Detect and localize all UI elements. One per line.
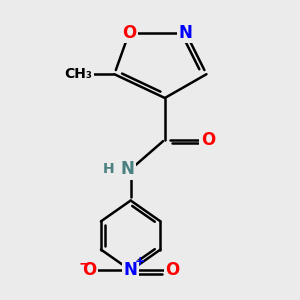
Text: −: −: [79, 256, 90, 270]
Text: N: N: [124, 261, 138, 279]
Text: CH₃: CH₃: [65, 67, 93, 81]
Text: O: O: [122, 24, 136, 42]
Text: N: N: [179, 24, 193, 42]
Text: +: +: [134, 255, 145, 268]
Text: N: N: [121, 160, 135, 178]
Text: O: O: [165, 261, 179, 279]
Text: H: H: [103, 162, 114, 176]
Text: O: O: [82, 261, 96, 279]
Text: O: O: [201, 130, 215, 148]
